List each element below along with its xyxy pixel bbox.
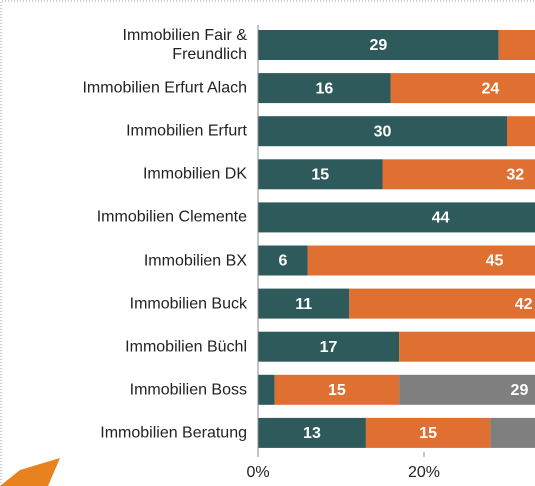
category-label: Immobilien Beratung (100, 424, 247, 442)
bar-segment (399, 331, 535, 362)
bar-segment (349, 288, 535, 319)
bar-segment (390, 73, 535, 104)
bar-segment (382, 159, 535, 190)
value-label: 17 (320, 339, 338, 356)
bar-segment (258, 202, 535, 233)
value-label: 13 (303, 425, 321, 442)
bar-segment (307, 245, 535, 276)
bar-segment (258, 73, 391, 104)
value-label: 30 (374, 123, 392, 140)
bar-segment (258, 116, 507, 147)
decoration (0, 458, 60, 486)
category-label: Immobilien Fair & Freundlich (122, 27, 247, 63)
value-label: 6 (278, 253, 287, 270)
bar-segment (507, 116, 535, 147)
category-label: Immobilien Erfurt Alach (82, 79, 247, 97)
value-label: 15 (419, 425, 437, 442)
category-label: Immobilien BX (143, 252, 247, 269)
category-label: Immobilien Boss (129, 381, 247, 399)
bar-segment (258, 245, 308, 276)
bar-segment (498, 30, 535, 60)
category-label: Immobilien Clemente (96, 208, 247, 226)
bar-segment (258, 159, 383, 190)
bar-segment (258, 331, 400, 362)
bar-segment (258, 417, 366, 448)
bar-segment (258, 288, 350, 319)
value-label: 15 (328, 382, 346, 399)
bar-segment (490, 417, 535, 448)
bar-segment (399, 374, 535, 405)
value-label: 24 (482, 80, 500, 97)
value-label: 32 (506, 167, 524, 184)
bar-segment (258, 30, 499, 60)
bar-segment (258, 374, 275, 405)
value-label: 11 (295, 296, 312, 313)
category-label: Immobilien DK (142, 165, 247, 183)
bar-segment (365, 417, 491, 448)
bar-segment (274, 374, 400, 405)
value-label: 44 (432, 210, 450, 227)
value-label: 29 (511, 382, 529, 399)
value-label: 45 (486, 253, 504, 270)
category-label: Immobilien Erfurt (126, 122, 247, 140)
x-tick-label: 0% (246, 464, 269, 481)
value-label: 42 (515, 296, 533, 313)
value-label: 29 (369, 37, 387, 54)
x-tick-label: 20% (408, 464, 440, 481)
category-label: Immobilien Buck (129, 295, 247, 313)
value-label: 16 (316, 80, 334, 97)
value-label: 15 (311, 167, 329, 184)
category-label: Immobilien Büchl (125, 338, 247, 356)
